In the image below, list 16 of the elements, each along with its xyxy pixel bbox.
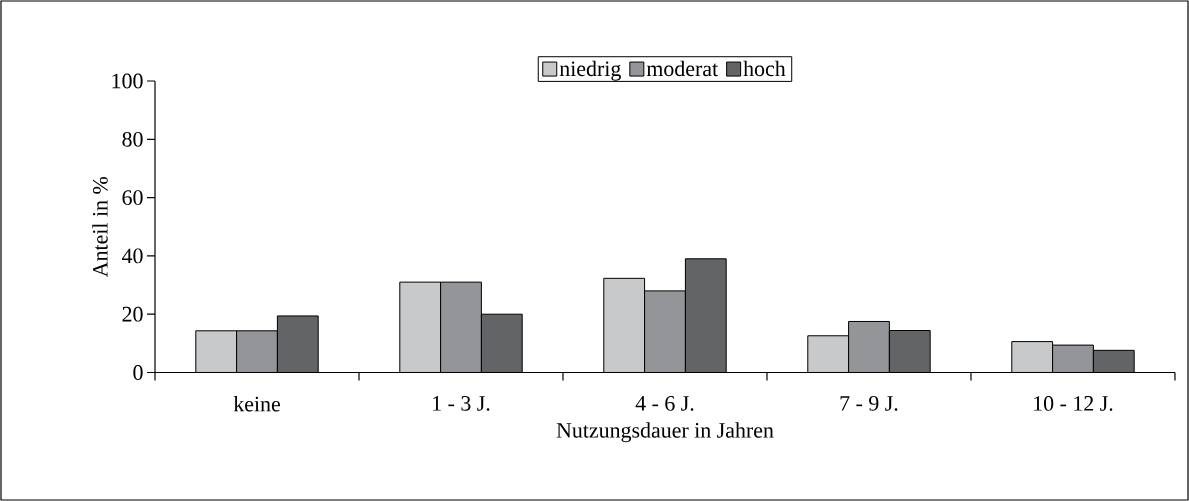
- x-tick-label: 1 - 3 J.: [433, 396, 490, 411]
- legend-label: moderat: [646, 60, 719, 77]
- x-tick-label: 4 - 6 J.: [635, 396, 694, 411]
- y-tick-label: 80: [122, 131, 143, 147]
- y-axis-title: Anteil in %: [92, 176, 108, 278]
- x-axis-title: Nutzungsdauer in Jahren: [556, 422, 774, 443]
- x-tick-label: keine: [233, 396, 280, 412]
- y-tick-label: 40: [121, 248, 143, 264]
- y-tick-label: 100: [112, 73, 143, 89]
- y-tick-label: 0: [133, 365, 143, 380]
- y-tick-label: 60: [122, 190, 143, 205]
- x-tick-label: 10 - 12 J.: [1034, 396, 1113, 411]
- legend-label: niedrig: [559, 60, 621, 81]
- x-tick-label: 7 - 9 J.: [840, 396, 898, 411]
- y-tick-label: 20: [122, 306, 143, 322]
- legend-label: hoch: [743, 60, 786, 77]
